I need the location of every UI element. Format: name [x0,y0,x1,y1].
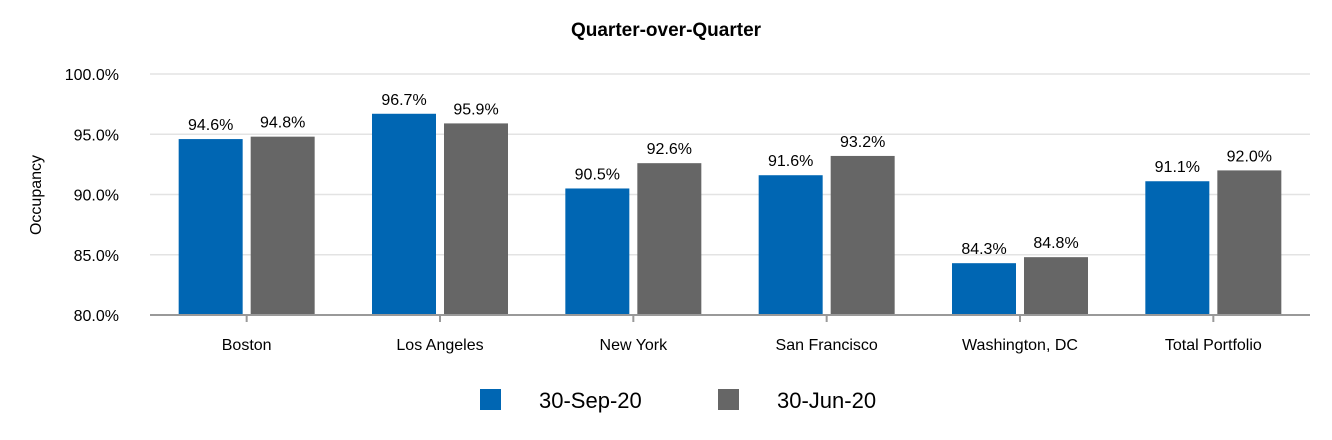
x-tick-label: New York [600,337,669,354]
legend-swatch [718,389,739,410]
legend-label: 30-Sep-20 [539,388,642,413]
y-tick-label: 95.0% [74,127,119,144]
data-label: 92.6% [647,141,692,158]
data-label: 94.8% [260,115,305,132]
data-label: 90.5% [575,166,620,183]
y-tick-label: 100.0% [65,67,119,84]
legend-swatch [480,389,501,410]
y-tick-label: 85.0% [74,248,119,265]
data-label: 91.6% [768,153,813,170]
bar [637,163,702,315]
y-tick-label: 90.0% [74,188,119,205]
bar [952,263,1016,315]
gridlines [150,73,1310,256]
bar [1217,170,1282,315]
data-label: 94.6% [188,117,233,134]
legend: 30-Sep-20 30-Jun-20 [480,388,876,413]
bar [1024,257,1088,315]
bar [444,123,508,315]
data-label: 84.8% [1033,235,1078,252]
data-label: 91.1% [1155,159,1200,176]
y-axis-label: Occupancy [28,155,45,235]
x-tick-label: Boston [222,337,272,354]
x-tick-label: San Francisco [776,337,878,354]
x-tick-label: Total Portfolio [1165,337,1262,354]
data-label: 84.3% [961,241,1006,258]
legend-label: 30-Jun-20 [777,388,876,413]
chart-title: Quarter-over-Quarter [571,20,762,41]
bars: 94.6% 94.8% 96.7% 95.9% 90.5% 92.6% 91.6% 93.2%… [178,92,1282,315]
bar [565,188,630,315]
bar [178,139,243,315]
y-axis-ticks: 80.0% 85.0% 90.0% 95.0% 100.0% [65,67,119,325]
bar [1145,181,1210,315]
y-tick-label: 80.0% [74,308,119,325]
x-axis-ticks: Boston Los Angeles New York San Francisco Wa… [222,337,1262,354]
x-tick-label: Washington, DC [962,337,1078,354]
data-label: 96.7% [381,92,426,109]
x-tick-label: Los Angeles [396,337,483,354]
bar [372,113,436,315]
x-axis [150,314,1310,322]
data-label: 92.0% [1227,148,1272,165]
bar [758,175,823,315]
bar [250,136,315,315]
bar [830,155,895,315]
data-label: 93.2% [840,134,885,151]
data-label: 95.9% [453,101,498,118]
